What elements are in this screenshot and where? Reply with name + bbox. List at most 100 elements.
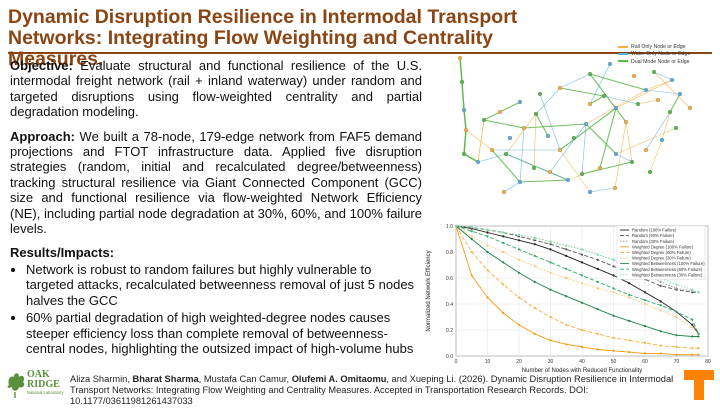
- data-point: [675, 334, 678, 337]
- data-point: [659, 352, 662, 355]
- network-node: [608, 62, 613, 67]
- network-node: [458, 56, 463, 61]
- results-bullet-2: 60% partial degradation of high weighted…: [26, 310, 422, 356]
- map-legend: Rail Only Node or Edge Water Only Node o…: [618, 44, 690, 66]
- data-point: [486, 250, 489, 254]
- data-point: [580, 274, 584, 277]
- series-8: [454, 224, 700, 335]
- data-point: [612, 336, 615, 339]
- data-point: [628, 296, 631, 299]
- network-edge: [519, 179, 569, 183]
- network-node: [533, 111, 538, 116]
- ornl-logo-line1: OAK: [27, 369, 50, 380]
- legend-label: Weighted Betweenness (60% Failure): [632, 267, 703, 272]
- data-point: [612, 291, 615, 294]
- data-point: [486, 269, 489, 272]
- data-point: [565, 244, 568, 247]
- series-6: [454, 224, 700, 335]
- data-point: [533, 254, 536, 257]
- network-edge: [581, 123, 587, 175]
- data-point: [691, 288, 694, 291]
- network-node: [588, 72, 593, 77]
- network-node: [460, 79, 465, 84]
- objective-text: Evaluate structural and functional resil…: [10, 58, 422, 120]
- network-edge: [589, 73, 627, 123]
- data-point: [659, 304, 662, 307]
- legend-box: [616, 225, 706, 280]
- legend-label: Random (100% Failure): [632, 228, 677, 233]
- network-node: [624, 119, 629, 124]
- network-edge: [589, 73, 647, 91]
- author-olufemi: Olufemi A. Omitaomu: [291, 374, 387, 384]
- network-node: [630, 159, 635, 164]
- y-axis-label: Normalized Network Efficiency: [426, 250, 432, 331]
- x-tick-label: 80: [705, 359, 711, 365]
- network-edge: [535, 113, 549, 137]
- poster-title: Dynamic Disruption Resilience in Intermo…: [8, 6, 518, 70]
- map-legend-dual: Dual Mode Node or Edge: [618, 59, 690, 66]
- data-point: [533, 243, 536, 246]
- data-point: [675, 353, 678, 356]
- network-edge: [523, 123, 587, 129]
- x-tick-label: 30: [548, 359, 554, 365]
- network-edge: [477, 153, 507, 163]
- data-point: [470, 250, 473, 254]
- network-node: [656, 97, 661, 102]
- data-point: [580, 282, 584, 285]
- approach-text: We built a 78-node, 179-edge network fro…: [10, 128, 422, 237]
- network-node: [688, 105, 693, 110]
- data-point: [565, 295, 568, 298]
- network-edge: [637, 99, 659, 105]
- data-point: [659, 280, 662, 283]
- series-7: [454, 224, 700, 338]
- data-point: [659, 309, 662, 312]
- map-legend-water: Water Only Node or Edge: [618, 51, 690, 58]
- network-edge: [559, 107, 617, 151]
- data-point: [697, 332, 700, 335]
- data-point: [580, 261, 584, 264]
- data-point: [565, 248, 568, 251]
- results-label: Results/Impacts:: [10, 245, 115, 261]
- data-point: [470, 237, 473, 241]
- network-edge: [589, 95, 605, 105]
- data-point: [643, 299, 647, 302]
- data-point: [549, 339, 552, 342]
- data-point: [596, 258, 599, 261]
- data-point: [643, 302, 647, 306]
- network-edges: [459, 57, 691, 193]
- data-point: [533, 236, 536, 239]
- network-node: [652, 70, 657, 75]
- series-line: [455, 225, 699, 293]
- objective-section: Objective: Evaluate structural and funct…: [10, 58, 422, 120]
- network-edge: [559, 149, 591, 193]
- series-4: [454, 224, 700, 356]
- data-point: [470, 235, 473, 238]
- approach-section: Approach: We built a 78-node, 179-edge n…: [10, 129, 422, 237]
- network-edge: [649, 139, 663, 173]
- efficiency-chart: 0 10 20 30 40 50 60 70 80 0.0 0.2 0.4 0.6 0.8 1.0 Numbe…: [426, 224, 711, 374]
- network-node: [475, 159, 480, 164]
- data-point: [454, 224, 458, 228]
- water-swatch: [618, 53, 628, 56]
- data-point: [612, 349, 615, 352]
- data-point: [517, 248, 521, 251]
- data-point: [612, 287, 615, 290]
- network-node: [644, 87, 649, 92]
- network-edge: [465, 129, 493, 151]
- ornl-logo-line3: National Laboratory: [27, 390, 64, 395]
- data-point: [697, 335, 700, 338]
- network-node: [565, 178, 570, 183]
- network-node: [674, 125, 679, 130]
- objective-label: Objective:: [10, 58, 73, 73]
- network-node: [588, 190, 593, 195]
- network-edge: [483, 101, 521, 121]
- network-edge: [519, 127, 525, 183]
- network-edge: [491, 149, 521, 183]
- data-point: [565, 323, 568, 326]
- data-point: [612, 274, 615, 277]
- data-point: [502, 241, 505, 244]
- network-node: [678, 91, 683, 96]
- approach-label: Approach:: [10, 128, 75, 144]
- data-point: [470, 230, 473, 233]
- network-node: [501, 190, 506, 195]
